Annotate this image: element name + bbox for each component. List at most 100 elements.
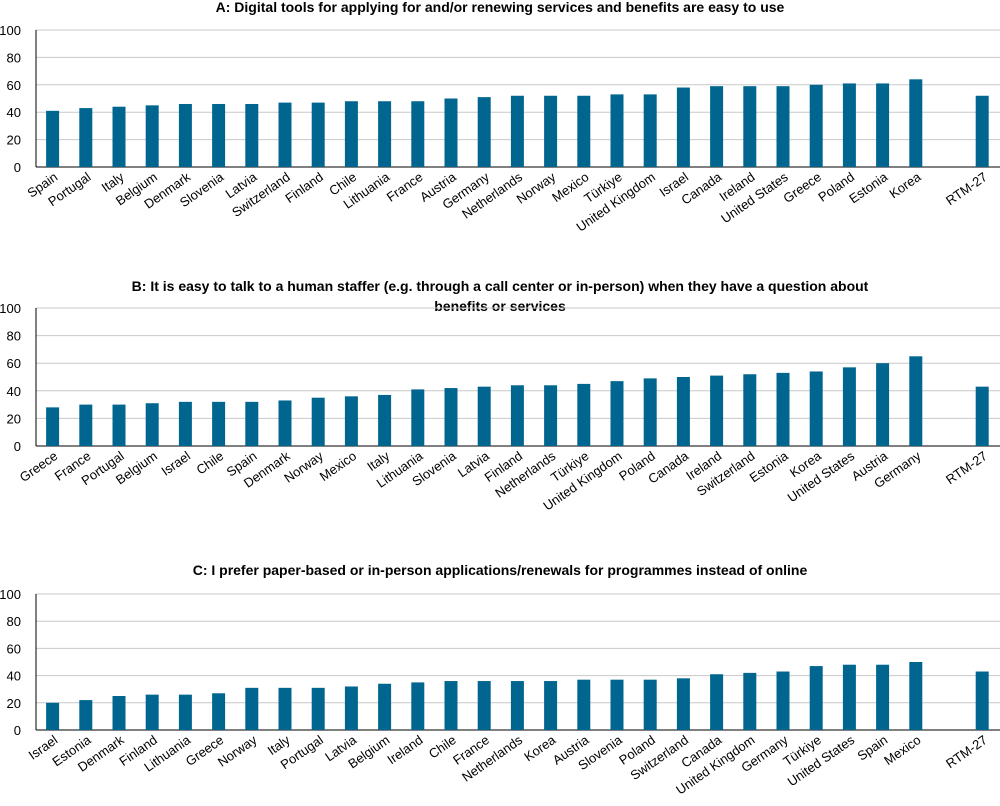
chart-b-bar	[212, 401, 226, 446]
chart-a-y-tick-label: 80	[7, 50, 21, 65]
chart-a-category-label: RTM-27	[943, 169, 990, 208]
chart-c-bar	[112, 696, 126, 730]
chart-b-bar	[710, 375, 724, 446]
chart-c-bar	[344, 686, 358, 730]
chart-b-bar	[311, 397, 325, 446]
chart-a-bar	[610, 94, 624, 167]
chart-b-y-tick-label: 40	[7, 384, 21, 399]
chart-c-bar	[145, 694, 159, 730]
chart-c-bar	[212, 693, 226, 730]
chart-b-category-label: Norway	[281, 448, 326, 486]
chart-c-title-line: C: I prefer paper-based or in-person app…	[193, 562, 808, 578]
chart-c-category-label: Mexico	[881, 732, 923, 768]
chart-a-bar	[577, 95, 591, 167]
chart-c-bar	[577, 679, 591, 730]
chart-a-bar	[743, 86, 757, 167]
chart-a-bar	[46, 110, 60, 167]
chart-c-bar	[79, 700, 93, 730]
chart-a-bar	[112, 106, 126, 167]
chart-b-bar	[378, 394, 392, 446]
chart-c-bar	[278, 687, 292, 730]
chart-a-category-label: Estonia	[846, 169, 891, 207]
chart-c-bar	[311, 687, 325, 730]
chart-c-bar	[975, 671, 989, 730]
chart-b-bar	[743, 374, 757, 446]
chart-c-bar	[46, 702, 60, 730]
chart-c-y-tick-label: 100	[0, 587, 21, 602]
chart-b-bar	[178, 401, 192, 446]
chart-c-y-tick-label: 80	[7, 614, 21, 629]
chart-b-bar	[544, 385, 558, 446]
chart-c-bar	[776, 671, 790, 730]
chart-c-category-label: Ireland	[384, 732, 425, 767]
chart-c-bar	[610, 679, 624, 730]
chart-a-bar	[510, 95, 524, 167]
chart-c-bar	[876, 664, 890, 730]
chart-a-bar	[842, 83, 856, 167]
chart-b-y-tick-label: 80	[7, 329, 21, 344]
chart-c-bar	[809, 666, 823, 730]
chart-b-bar	[344, 396, 358, 446]
chart-b-category-label: Greece	[17, 448, 61, 485]
chart-a-bar	[477, 97, 491, 167]
chart-c-category-label: Norway	[215, 732, 260, 770]
chart-a-bar	[278, 102, 292, 167]
chart-c-bar	[245, 687, 259, 730]
chart-b-bar	[975, 386, 989, 446]
chart-c-bar	[710, 674, 724, 730]
chart-b-bar	[278, 400, 292, 446]
chart-b-bar	[477, 386, 491, 446]
chart-b-bar	[444, 388, 458, 446]
chart-b-bar	[776, 372, 790, 446]
chart-b-category-label: RTM-27	[943, 448, 990, 487]
chart-c-bar	[378, 683, 392, 730]
chart-a-bar	[710, 86, 724, 167]
chart-c-bar	[477, 681, 491, 730]
chart-b-bar	[79, 404, 93, 446]
chart-b-y-tick-label: 60	[7, 356, 21, 371]
chart-a-y-tick-label: 20	[7, 133, 21, 148]
chart-b-y-tick-label: 0	[14, 439, 21, 454]
chart-b-bar	[245, 401, 259, 446]
chart-b-bar	[909, 356, 923, 446]
chart-b-title-line: benefits or services	[434, 298, 566, 314]
chart-a-bar	[245, 103, 259, 167]
chart-c-bar	[643, 679, 657, 730]
chart-a-category-label: Finland	[282, 169, 326, 206]
chart-a-bar	[909, 79, 923, 167]
chart-a-bar	[444, 98, 458, 167]
chart-b-bar	[145, 403, 159, 446]
chart-b-category-label: Israel	[158, 448, 193, 479]
chart-c-bar	[510, 681, 524, 730]
chart-c-bar	[909, 662, 923, 730]
chart-b-bar	[411, 389, 425, 446]
chart-b-y-tick-label: 20	[7, 411, 21, 426]
chart-a-category-label: Korea	[886, 169, 924, 202]
chart-b-category-label: Chile	[193, 448, 226, 477]
chart-c-bar	[544, 681, 558, 730]
chart-c-bar	[743, 672, 757, 730]
chart-a-bar	[378, 101, 392, 167]
chart-c-bar	[842, 664, 856, 730]
chart-c-bar	[411, 682, 425, 730]
chart-a-y-tick-label: 60	[7, 78, 21, 93]
chart-a-bar	[809, 84, 823, 167]
chart-b-bar	[610, 381, 624, 446]
chart-b-y-tick-label: 100	[0, 301, 21, 316]
chart-b-bar	[876, 363, 890, 446]
chart-a-y-tick-label: 100	[0, 23, 21, 38]
chart-a-bar	[212, 103, 226, 167]
chart-b-category-label: Mexico	[317, 448, 359, 484]
chart-c-bar	[676, 678, 690, 730]
chart-c-y-tick-label: 40	[7, 669, 21, 684]
chart-b-bar	[112, 404, 126, 446]
chart-a-bar	[776, 86, 790, 167]
chart-a-bar	[411, 101, 425, 167]
chart-c-y-tick-label: 0	[14, 723, 21, 738]
chart-b-bar	[46, 407, 60, 446]
chart-c-bar	[178, 694, 192, 730]
chart-b-bar	[676, 377, 690, 446]
chart-c-bar	[444, 681, 458, 730]
chart-a-bar	[876, 83, 890, 167]
